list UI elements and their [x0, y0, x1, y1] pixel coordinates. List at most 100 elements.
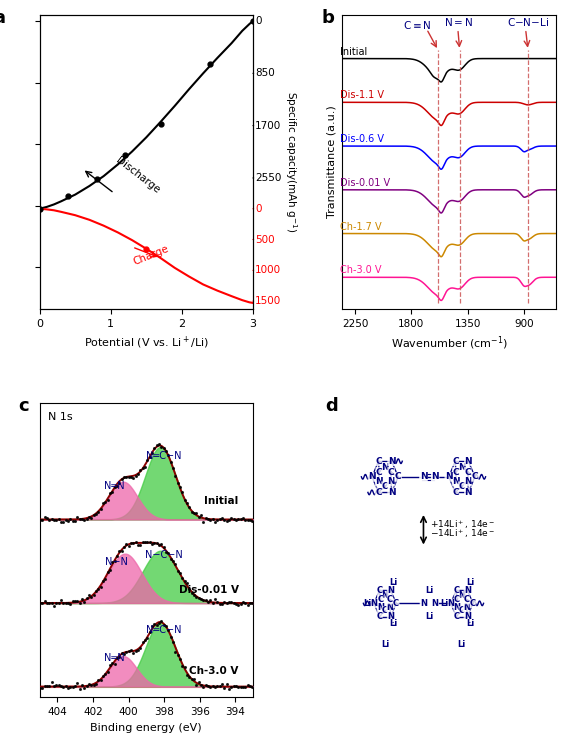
Point — [157, 538, 166, 550]
Point — [241, 514, 250, 526]
Point — [243, 680, 252, 692]
Point — [115, 477, 124, 489]
Point — [255, 513, 264, 525]
Point — [78, 513, 87, 525]
Point — [215, 513, 225, 525]
Point — [206, 594, 215, 606]
Point — [155, 539, 164, 551]
Point — [204, 596, 213, 608]
Point — [113, 480, 122, 492]
Point — [231, 680, 240, 692]
Point — [64, 682, 73, 694]
Point — [84, 678, 94, 690]
Text: C: C — [470, 599, 476, 608]
Point — [229, 597, 238, 609]
Point — [183, 497, 192, 509]
Point — [36, 597, 45, 609]
Point — [38, 682, 47, 694]
Point — [94, 674, 103, 686]
Point — [66, 598, 75, 610]
Point — [99, 671, 108, 683]
Point — [153, 537, 162, 549]
Point — [117, 545, 126, 557]
Text: N: N — [368, 473, 376, 482]
Point — [28, 597, 37, 609]
Point — [64, 597, 73, 609]
Text: N: N — [447, 599, 454, 608]
Point — [71, 515, 80, 527]
Point — [43, 513, 52, 525]
Point — [110, 657, 119, 669]
Text: N: N — [382, 591, 388, 600]
Point — [239, 512, 248, 524]
Point — [59, 597, 68, 609]
Text: C: C — [453, 585, 459, 594]
Point — [94, 583, 103, 595]
Point — [138, 536, 147, 548]
Point — [194, 510, 204, 522]
Point — [213, 596, 222, 608]
Point — [206, 681, 215, 693]
Point — [243, 599, 252, 611]
Point — [134, 643, 143, 655]
Point — [153, 620, 162, 631]
Point — [66, 681, 75, 693]
Point — [206, 513, 215, 525]
Point — [31, 597, 40, 609]
Point — [110, 555, 119, 567]
Point — [143, 536, 152, 548]
Point — [73, 677, 82, 689]
Point — [131, 470, 140, 482]
Point — [162, 546, 171, 558]
Text: d: d — [325, 398, 338, 416]
Point — [115, 545, 124, 557]
Text: N: N — [458, 591, 466, 600]
Point — [82, 593, 91, 605]
Point — [192, 591, 201, 603]
Point — [47, 676, 56, 688]
Point — [257, 514, 266, 526]
Text: N: N — [464, 585, 471, 594]
Text: 500: 500 — [255, 234, 274, 245]
Point — [225, 514, 234, 526]
Point — [57, 516, 66, 528]
Point — [99, 497, 108, 509]
Text: Li: Li — [381, 640, 389, 649]
Point — [141, 461, 150, 473]
Point — [227, 512, 236, 524]
Point — [87, 591, 96, 603]
Point — [78, 594, 87, 605]
Point — [43, 680, 52, 692]
Text: C: C — [376, 612, 383, 621]
Text: N: N — [464, 488, 472, 497]
Point — [187, 673, 196, 685]
Text: Specific capacity(mAh g$^{-1}$): Specific capacity(mAh g$^{-1}$) — [284, 91, 299, 233]
Text: Dis-0.01 V: Dis-0.01 V — [340, 178, 390, 188]
Point — [75, 597, 84, 608]
Point — [243, 514, 252, 526]
Point — [215, 598, 225, 610]
Point — [187, 506, 196, 518]
Text: N═N: N═N — [104, 653, 125, 663]
Point — [185, 502, 194, 513]
Point — [155, 439, 164, 450]
Point — [101, 668, 110, 680]
Point — [89, 589, 98, 601]
Point — [194, 592, 204, 604]
Point — [159, 442, 168, 454]
Text: N: N — [381, 463, 389, 472]
Point — [52, 679, 61, 691]
Point — [208, 597, 217, 608]
Point — [141, 536, 150, 548]
Point — [208, 513, 217, 525]
Point — [255, 597, 264, 609]
Point — [236, 597, 246, 609]
Point — [241, 681, 250, 693]
Point — [250, 598, 259, 610]
Text: 1000: 1000 — [255, 266, 281, 275]
Text: Dis-1.1 V: Dis-1.1 V — [340, 91, 384, 100]
Point — [136, 642, 145, 654]
Point — [162, 445, 171, 457]
Point — [220, 514, 229, 526]
Point — [210, 593, 219, 605]
